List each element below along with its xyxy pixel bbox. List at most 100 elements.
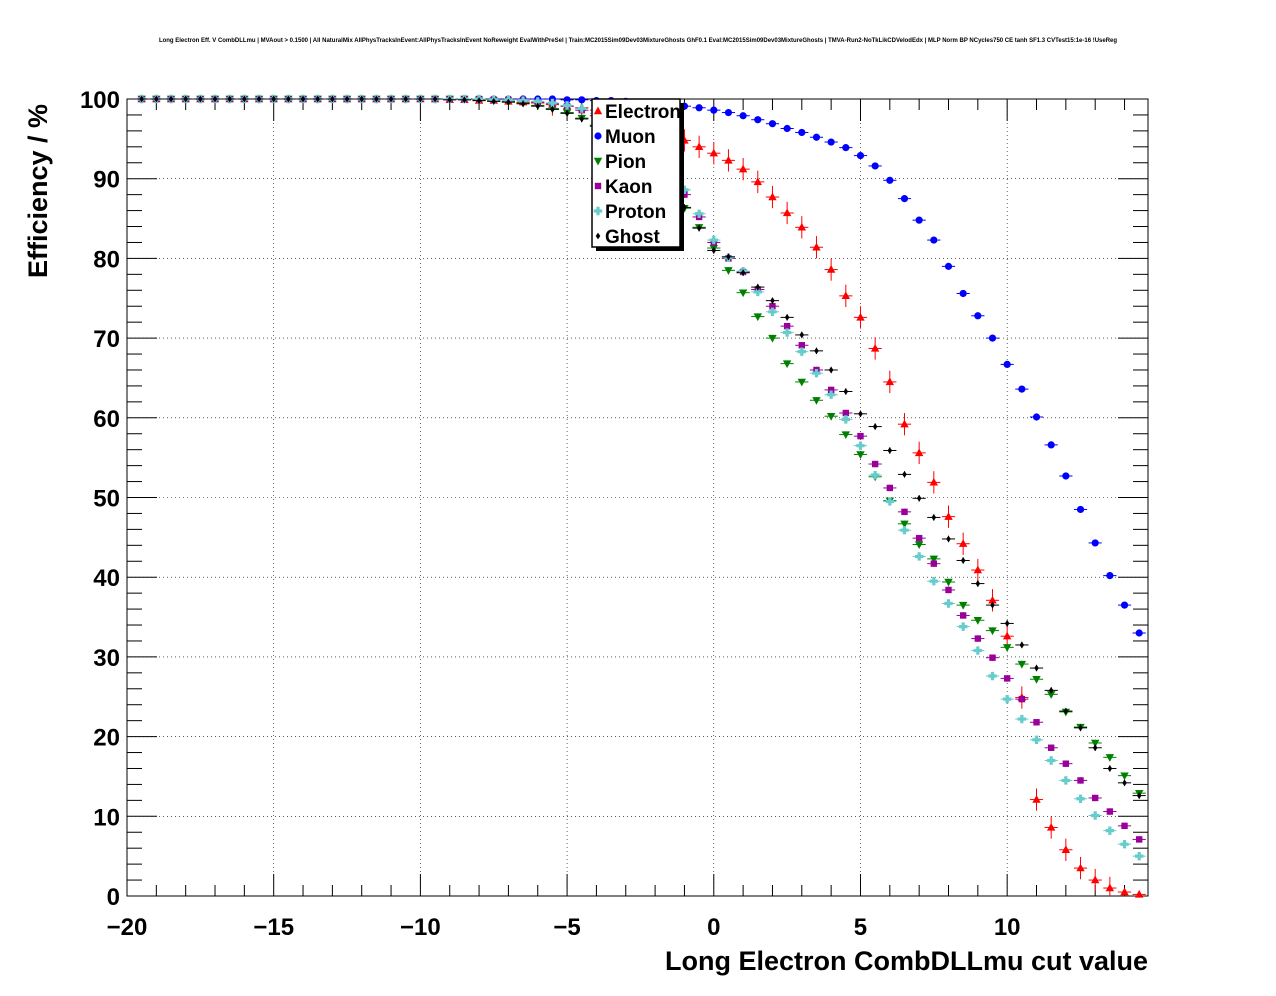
data-point-ghost xyxy=(418,95,423,103)
data-point-ghost xyxy=(388,95,394,103)
data-point-proton xyxy=(870,470,880,480)
data-point-ghost xyxy=(755,283,761,291)
data-point-proton xyxy=(1046,756,1056,765)
data-point-muon xyxy=(886,176,894,184)
data-point-pion xyxy=(1017,660,1027,669)
data-point-ghost xyxy=(476,97,482,104)
data-point-ghost xyxy=(872,423,878,430)
data-point-muon xyxy=(915,216,923,224)
data-point-electron xyxy=(738,164,748,173)
data-point-electron xyxy=(694,142,704,151)
chart-title: Long Electron Eff. V CombDLLmu | MVAout … xyxy=(159,38,1117,44)
y-tick-label: 10 xyxy=(93,804,120,831)
data-point-ghost xyxy=(374,95,379,103)
data-point-electron xyxy=(856,312,865,321)
data-point-proton xyxy=(973,646,983,655)
data-point-electron xyxy=(826,265,836,273)
data-point-pion xyxy=(1032,676,1041,684)
y-tick-label: 90 xyxy=(93,167,120,194)
legend: Electron Muon Pion Kaon Proton Ghost xyxy=(591,98,684,251)
data-point-proton xyxy=(1061,776,1071,785)
data-point-pion xyxy=(797,378,806,387)
data-point-kaon xyxy=(681,191,688,198)
data-point-proton xyxy=(562,101,572,110)
data-point-ghost xyxy=(359,95,365,103)
data-point-electron xyxy=(988,595,997,604)
data-point-ghost xyxy=(286,95,291,103)
data-point-ghost xyxy=(784,313,790,321)
data-point-electron xyxy=(753,177,762,186)
data-point-proton xyxy=(900,525,909,535)
data-point-electron xyxy=(870,343,880,352)
data-point-ghost xyxy=(330,95,335,103)
data-point-pion xyxy=(944,578,953,587)
data-point-pion xyxy=(900,520,909,529)
data-point-muon xyxy=(842,144,850,152)
data-point-proton xyxy=(577,104,586,113)
data-point-ghost xyxy=(726,253,731,261)
data-point-electron xyxy=(1032,795,1041,803)
y-tick-label: 100 xyxy=(80,87,120,114)
legend-label-proton: Proton xyxy=(605,202,666,223)
data-point-ghost xyxy=(887,447,893,454)
data-point-kaon xyxy=(1018,695,1026,703)
data-point-kaon xyxy=(1135,836,1143,843)
data-point-muon xyxy=(974,312,982,320)
data-point-electron xyxy=(1134,889,1144,898)
data-point-ghost xyxy=(550,105,555,113)
data-point-pion xyxy=(988,627,997,636)
data-point-kaon xyxy=(915,534,923,542)
data-point-kaon xyxy=(974,635,982,642)
data-point-proton xyxy=(797,347,806,356)
data-point-pion xyxy=(826,413,836,421)
data-point-ghost xyxy=(902,470,907,478)
data-point-pion xyxy=(724,267,733,275)
data-point-muon xyxy=(1032,413,1041,421)
legend-label-electron: Electron xyxy=(605,102,681,123)
data-point-ghost xyxy=(1063,707,1069,715)
data-point-ghost xyxy=(227,95,232,103)
data-point-pion xyxy=(1105,754,1115,762)
data-point-ghost xyxy=(1122,779,1127,787)
legend-item-pion: Pion xyxy=(593,152,646,173)
data-point-pion xyxy=(1002,644,1012,652)
data-point-kaon xyxy=(886,484,894,492)
data-point-muon xyxy=(1135,629,1143,637)
y-tick-label: 80 xyxy=(93,246,120,273)
data-point-electron xyxy=(841,291,851,300)
data-point-ghost xyxy=(960,557,966,564)
data-point-electron xyxy=(944,512,953,520)
legend-label-muon: Muon xyxy=(605,127,656,148)
y-tick-label: 0 xyxy=(107,884,120,911)
data-point-proton xyxy=(709,235,718,245)
data-point-muon xyxy=(578,96,586,104)
data-point-ghost xyxy=(1019,641,1025,649)
data-point-ghost xyxy=(711,247,717,254)
data-point-kaon xyxy=(1033,719,1040,726)
legend-marker-ghost xyxy=(595,232,601,240)
y-tick-label: 40 xyxy=(93,565,120,592)
data-point-kaon xyxy=(1077,777,1084,784)
data-point-proton xyxy=(929,576,939,586)
legend-marker-electron xyxy=(593,106,603,115)
data-point-electron xyxy=(1002,631,1012,640)
legend-item-ghost: Ghost xyxy=(595,227,661,248)
data-point-ghost xyxy=(916,494,922,502)
data-point-kaon xyxy=(842,409,850,417)
data-point-muon xyxy=(827,138,835,146)
data-point-electron xyxy=(973,565,983,574)
data-point-muon xyxy=(812,133,821,141)
legend-label-ghost: Ghost xyxy=(605,227,661,248)
data-point-kaon xyxy=(1047,744,1055,751)
data-point-muon xyxy=(754,116,762,124)
data-point-proton xyxy=(694,209,704,218)
data-point-ghost xyxy=(154,95,159,103)
data-point-kaon xyxy=(930,560,938,567)
data-point-ghost xyxy=(212,95,218,103)
data-point-kaon xyxy=(959,612,967,619)
data-point-pion xyxy=(856,451,865,459)
data-point-proton xyxy=(826,390,836,399)
data-point-ghost xyxy=(506,98,511,106)
data-point-proton xyxy=(753,287,762,297)
